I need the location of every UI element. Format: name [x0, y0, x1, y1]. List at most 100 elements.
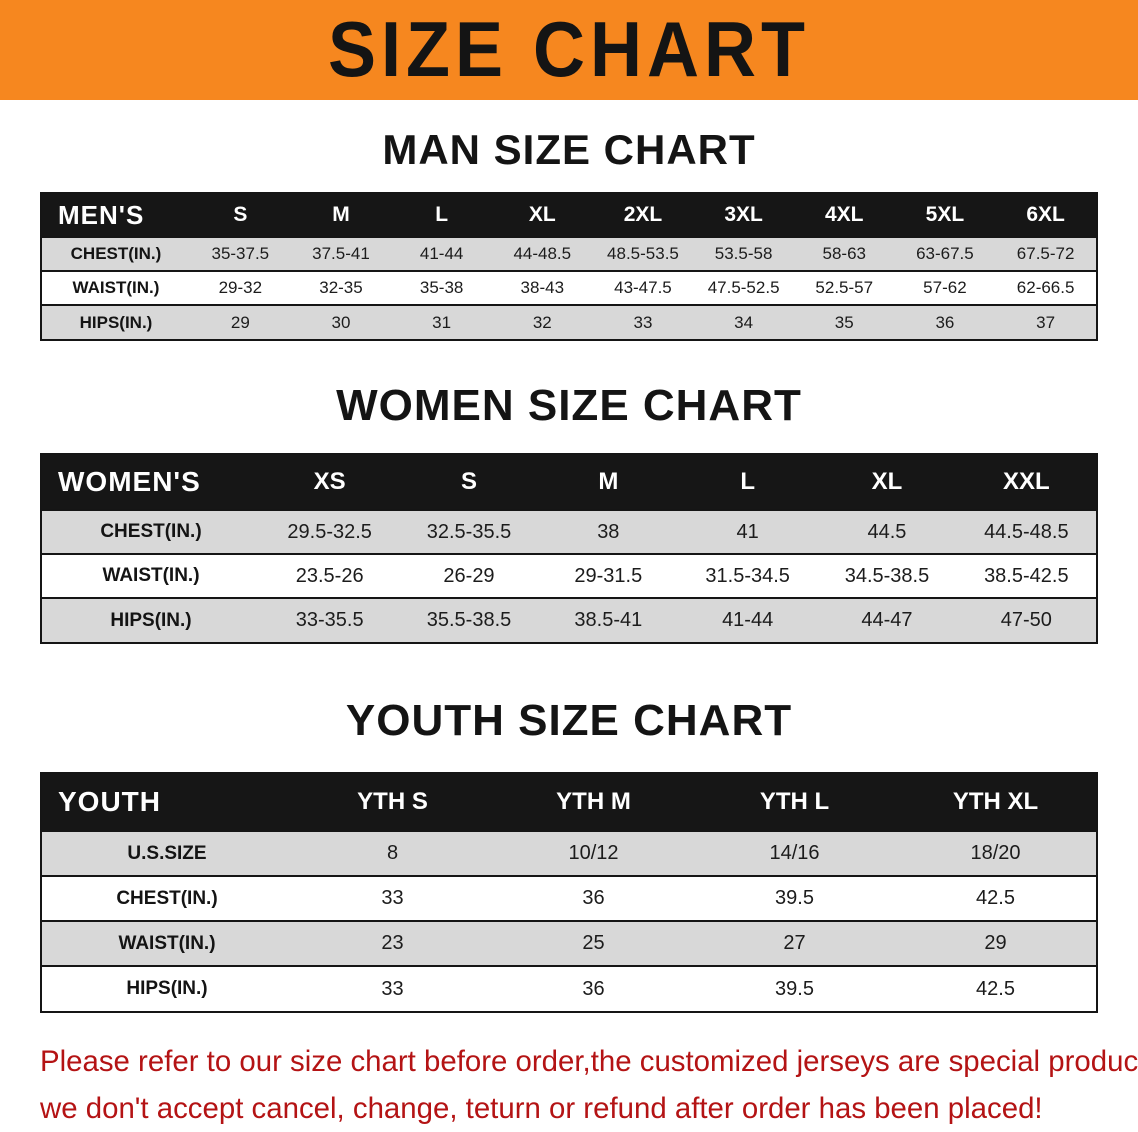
cell-value: 36 [582, 977, 605, 1000]
disclaimer: Please refer to our size chart before or… [40, 1039, 1138, 1132]
cell-value: 39.5 [775, 977, 814, 1000]
cell-value: 34.5-38.5 [844, 564, 930, 587]
table-body: CHEST(IN.) 35-37.5 37.5-41 41-44 44-48.5 48.5… [42, 237, 1096, 339]
column-header: M [538, 455, 678, 510]
cell-value: 33-35.5 [295, 609, 364, 631]
cell-value: 23 [381, 932, 404, 954]
row-label: WAIST(IN.) [118, 932, 216, 954]
row-label: CHEST(IN.) [70, 244, 162, 263]
cell-value: 44.5-48.5 [984, 520, 1069, 543]
youth-section-heading: YOUTH SIZE CHART [345, 696, 793, 745]
cell-value: 44.5 [867, 520, 907, 543]
column-header: S [399, 455, 539, 510]
cell-value: 27 [783, 932, 806, 954]
cell-value: 38-43 [520, 278, 565, 297]
cell-value: 67.5-72 [1016, 244, 1075, 263]
table-row: CHEST(IN.) 33 36 39.5 42.5 [42, 876, 1096, 921]
cell-value: 35.5-38.5 [426, 609, 512, 631]
cell-value: 58-63 [822, 244, 866, 263]
column-header: 5XL [894, 194, 996, 237]
row-label: WAIST(IN.) [72, 278, 160, 297]
cell-value: 47.5-52.5 [707, 278, 780, 297]
cell-value: 37 [1036, 312, 1056, 332]
table-row: U.S.SIZE 8 10/12 14/16 18/20 [42, 831, 1096, 876]
row-label: U.S.SIZE [127, 842, 207, 864]
cell-value: 18/20 [970, 842, 1021, 864]
table-row: WAIST(IN.) 23 25 27 29 [42, 921, 1096, 966]
column-header: 2XL [592, 194, 694, 237]
table-body: U.S.SIZE 8 10/12 14/16 18/20 CHEST(IN.) 33 36 39… [42, 831, 1096, 1011]
cell-value: 10/12 [568, 842, 619, 864]
cell-value: 57-62 [923, 278, 967, 297]
cell-value: 44-48.5 [513, 244, 572, 263]
table-row: WAIST(IN.) 29-32 32-35 35-38 38-43 43-47.5 47.… [42, 271, 1096, 305]
size-table: MEN'S S M L XL 2XL 3XL 4XL 5XL 6XL CHEST(IN.) 35-37… [42, 194, 1096, 339]
row-label: HIPS(IN.) [79, 312, 153, 332]
cell-value: 41-44 [722, 609, 774, 631]
cell-value: 31.5-34.5 [705, 564, 790, 587]
column-header: XL [817, 455, 957, 510]
cell-value: 23.5-26 [295, 564, 364, 587]
row-label: WAIST(IN.) [102, 565, 200, 586]
header-row: MEN'S S M L XL 2XL 3XL 4XL 5XL 6XL [42, 194, 1096, 237]
table-row: CHEST(IN.) 29.5-32.5 32.5-35.5 38 41 44.5 44.5… [42, 510, 1096, 554]
cell-value: 29 [984, 932, 1007, 954]
youth-size-table: YOUTH YTH S YTH M YTH L YTH XL U.S.SIZE 8 10/12… [40, 772, 1098, 1013]
cell-value: 29-31.5 [574, 564, 643, 587]
column-header: XS [260, 455, 400, 510]
table-label: MEN'S [42, 194, 190, 237]
men-section: MAN SIZE CHART MEN'S S M L XL 2XL 3XL 4XL 5XL 6XL… [0, 126, 1138, 341]
cell-value: 43-47.5 [614, 278, 672, 297]
cell-value: 38.5-42.5 [984, 564, 1069, 587]
header-row: WOMEN'S XS S M L XL XXL [42, 455, 1096, 510]
row-label: HIPS(IN.) [110, 609, 192, 631]
page-title: SIZE CHART [328, 6, 810, 94]
cell-value: 53.5-58 [714, 244, 773, 263]
cell-value: 33 [633, 312, 653, 332]
table-row: CHEST(IN.) 35-37.5 37.5-41 41-44 44-48.5 48.5… [42, 237, 1096, 271]
column-header: L [391, 194, 492, 237]
cell-value: 32 [532, 312, 552, 332]
column-header: YTH XL [895, 774, 1096, 831]
cell-value: 33 [381, 977, 404, 1000]
column-header: XL [491, 194, 593, 237]
cell-value: 29.5-32.5 [287, 520, 372, 543]
column-header: YTH M [493, 774, 694, 831]
table-row: HIPS(IN.) 33 36 39.5 42.5 [42, 966, 1096, 1011]
cell-value: 25 [582, 932, 605, 954]
table-head: WOMEN'S XS S M L XL XXL [42, 455, 1096, 510]
column-header: 6XL [995, 194, 1096, 237]
cell-value: 29-32 [218, 278, 263, 297]
column-header: M [290, 194, 392, 237]
table-row: HIPS(IN.) 33-35.5 35.5-38.5 38.5-41 41-44 44-… [42, 598, 1096, 642]
column-header: L [677, 455, 818, 510]
cell-value: 34 [734, 312, 754, 332]
cell-value: 38 [597, 520, 620, 543]
cell-value: 26-29 [443, 564, 495, 587]
cell-value: 32.5-35.5 [426, 520, 512, 543]
column-header: S [190, 194, 291, 237]
men-size-table: MEN'S S M L XL 2XL 3XL 4XL 5XL 6XL CHEST(IN.) 35-37… [40, 192, 1098, 341]
table-row: WAIST(IN.) 23.5-26 26-29 29-31.5 31.5-34.5 34… [42, 554, 1096, 598]
column-header: 4XL [793, 194, 895, 237]
cell-value: 31 [432, 312, 452, 332]
cell-value: 41-44 [419, 244, 464, 263]
women-section-heading: WOMEN SIZE CHART [336, 381, 802, 430]
disclaimer-line-2: we don't accept cancel, change, teturn o… [40, 1091, 1043, 1125]
cell-value: 29 [230, 312, 250, 332]
cell-value: 62-66.5 [1016, 278, 1075, 297]
men-section-heading: MAN SIZE CHART [382, 126, 756, 173]
size-table: WOMEN'S XS S M L XL XXL CHEST(IN.) 29.5-32.5 32.5… [42, 455, 1096, 642]
row-label: HIPS(IN.) [126, 978, 208, 999]
cell-value: 63-67.5 [916, 244, 974, 263]
cell-value: 36 [935, 312, 955, 332]
women-section: WOMEN SIZE CHART WOMEN'S XS S M L XL XXL CHEST(… [0, 381, 1138, 644]
cell-value: 30 [331, 312, 351, 332]
header-row: YOUTH YTH S YTH M YTH L YTH XL [42, 774, 1096, 831]
table-label: WOMEN'S [42, 455, 260, 510]
cell-value: 36 [582, 887, 605, 909]
cell-value: 52.5-57 [815, 278, 874, 297]
size-table: YOUTH YTH S YTH M YTH L YTH XL U.S.SIZE 8 10/12… [42, 774, 1096, 1011]
table-body: CHEST(IN.) 29.5-32.5 32.5-35.5 38 41 44.5 44.5… [42, 510, 1096, 642]
